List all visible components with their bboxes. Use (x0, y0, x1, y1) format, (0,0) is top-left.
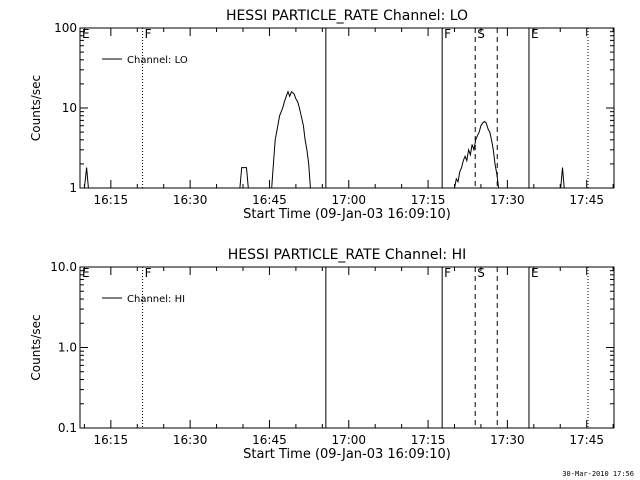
x-tick-label: 16:15 (94, 193, 129, 207)
x-tick-label: 17:15 (411, 193, 446, 207)
x-axis-label: Start Time (09-Jan-03 16:09:10) (243, 207, 451, 222)
y-axis-label: Counts/sec (29, 314, 43, 380)
x-tick-label: 17:00 (331, 433, 366, 447)
y-tick-label: 0.1 (58, 421, 77, 435)
y-tick-label: 1.0 (58, 341, 77, 355)
series-line-segment (83, 167, 89, 189)
x-tick-label: 17:45 (569, 193, 604, 207)
x-tick-label: 17:00 (331, 193, 366, 207)
series-line-segment (239, 167, 249, 189)
x-tick-label: 17:45 (569, 433, 604, 447)
y-tick-label: 10.0 (50, 260, 77, 274)
marker-label: F (145, 266, 152, 280)
marker-label: F (444, 266, 451, 280)
chart-panel-0: HESSI PARTICLE_RATE Channel: LO 1 10 100 16:… (29, 8, 615, 222)
marker-label: F (145, 27, 152, 41)
marker-label: E (82, 266, 90, 280)
legend-label: Channel: HI (127, 294, 185, 305)
y-axis-label: Counts/sec (29, 75, 43, 141)
marker-label: S (477, 27, 485, 41)
y-tick-label: 100 (54, 21, 77, 35)
x-tick-label: 16:15 (94, 433, 129, 447)
x-tick-label: 17:15 (411, 433, 446, 447)
legend-label: Channel: LO (127, 55, 188, 66)
y-tick-label: 1 (69, 181, 77, 195)
x-tick-label: 16:30 (173, 433, 208, 447)
marker-label: E (531, 266, 539, 280)
x-axis-label: Start Time (09-Jan-03 16:09:10) (243, 447, 451, 462)
x-tick-label: 17:30 (490, 193, 525, 207)
plot-frame (79, 27, 615, 189)
series-line-segment (271, 90, 311, 189)
footer-timestamp: 30-Mar-2010 17:56 (562, 470, 634, 478)
x-tick-label: 16:45 (252, 193, 287, 207)
series-line-segment (560, 167, 565, 189)
plot-frame (79, 266, 615, 429)
series-line-segment (454, 120, 500, 189)
marker-label: E (531, 27, 539, 41)
marker-label: E (82, 27, 90, 41)
x-tick-label: 17:30 (490, 433, 525, 447)
y-tick-label: 10 (62, 101, 77, 115)
chart-title: HESSI PARTICLE_RATE Channel: LO (226, 8, 468, 24)
chart-title: HESSI PARTICLE_RATE Channel: HI (228, 247, 466, 263)
x-tick-label: 16:45 (252, 433, 287, 447)
marker-label: F (444, 27, 451, 41)
chart-panel-1: HESSI PARTICLE_RATE Channel: HI 0.1 1.0 10.… (29, 247, 615, 462)
marker-label: S (477, 266, 485, 280)
x-tick-label: 16:30 (173, 193, 208, 207)
